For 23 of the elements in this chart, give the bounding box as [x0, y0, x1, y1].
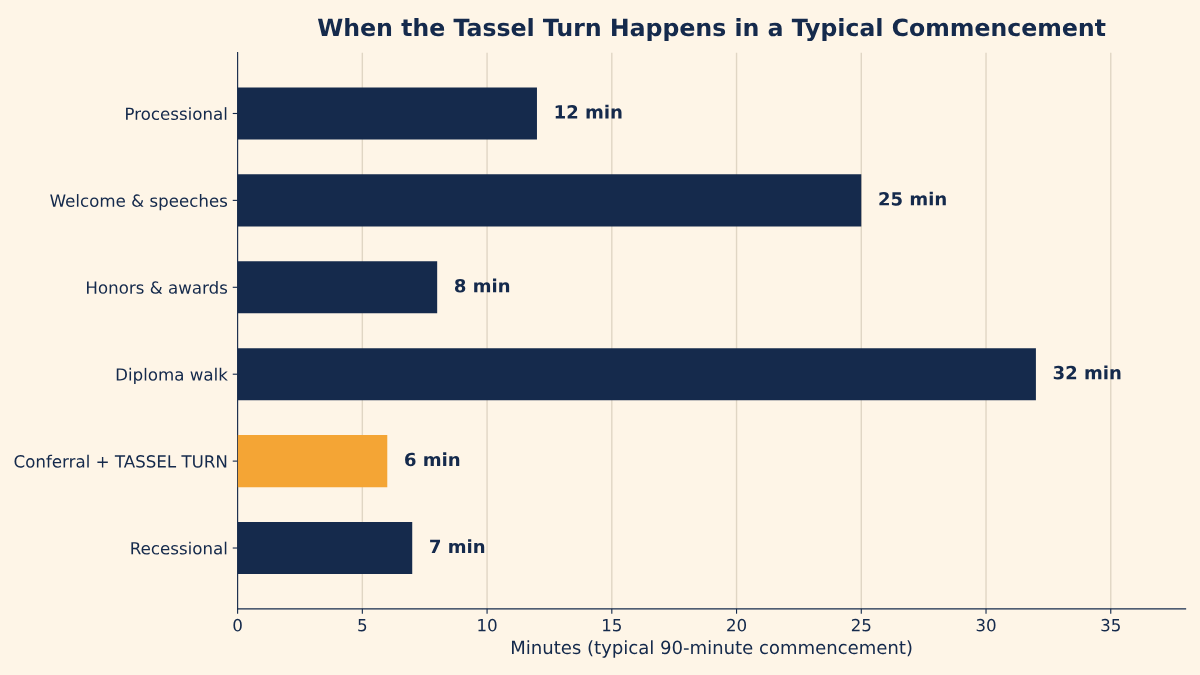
chart-title: When the Tassel Turn Happens in a Typical Commencement	[317, 18, 1106, 42]
y-tick-label: Processional	[126, 107, 227, 121]
y-tick-label: Recessional	[131, 541, 227, 555]
x-tick-label: 15	[603, 619, 621, 632]
y-tick-label: Welcome & speeches	[50, 194, 228, 211]
data-label: 25 min	[879, 191, 946, 206]
x-tick-label: 25	[851, 618, 871, 632]
data-label: 8 min	[454, 278, 510, 293]
data-label: 7 min	[430, 539, 485, 553]
x-tick-label: 35	[1101, 618, 1120, 632]
data-label: 32 min	[1053, 365, 1121, 380]
x-tick-label: 20	[727, 618, 747, 632]
x-tick-label: 5	[358, 619, 367, 632]
data-label: 6 min	[405, 452, 460, 467]
y-tick-label: Conferral + TASSEL TURN	[14, 454, 227, 468]
x-tick-label: 0	[233, 618, 242, 632]
x-tick-label: 10	[478, 618, 497, 632]
y-tick-label: Diploma walk	[116, 367, 228, 384]
x-axis-title: Minutes (typical 90-minute commencement)	[511, 640, 912, 658]
y-tick-label: Honors & awards	[87, 280, 228, 294]
data-label: 12 min	[555, 104, 622, 119]
x-tick-label: 30	[976, 618, 996, 632]
bar	[237, 435, 388, 488]
